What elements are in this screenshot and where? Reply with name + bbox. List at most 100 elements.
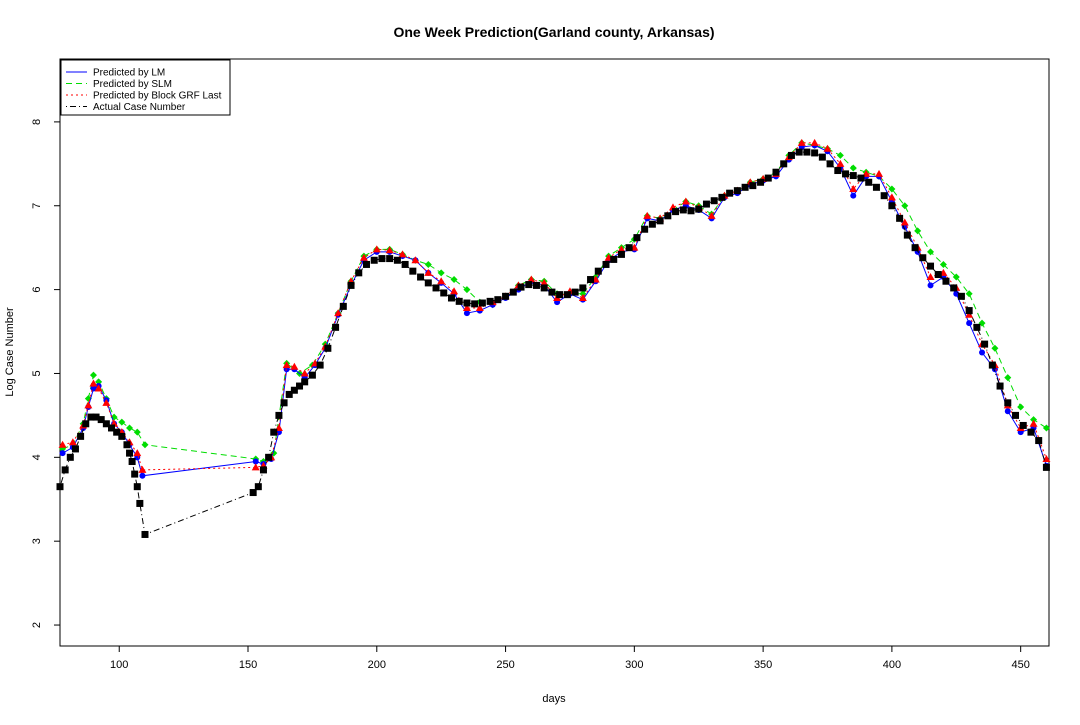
data-point <box>1042 463 1050 471</box>
data-point <box>1004 399 1012 407</box>
data-point <box>903 231 911 239</box>
data-point <box>934 271 942 279</box>
series-group <box>56 138 1051 538</box>
data-point <box>502 292 510 300</box>
legend-item: Predicted by Block GRF Last <box>66 91 222 102</box>
data-point <box>875 169 884 177</box>
data-point <box>424 279 432 287</box>
data-point <box>386 255 394 263</box>
data-point <box>965 307 973 315</box>
x-axis-label: days <box>542 693 566 705</box>
data-point <box>332 323 340 331</box>
data-point <box>339 302 347 310</box>
data-point <box>849 164 857 172</box>
data-point <box>540 284 548 292</box>
data-point <box>888 202 896 210</box>
plot-frame <box>59 58 1050 647</box>
data-point <box>411 256 420 264</box>
data-point <box>996 382 1004 390</box>
data-point <box>378 255 386 263</box>
data-point <box>87 413 95 421</box>
data-point <box>113 428 121 436</box>
data-point <box>61 466 69 474</box>
data-point <box>133 449 142 457</box>
legend-label: Actual Case Number <box>93 102 186 113</box>
data-point <box>687 207 695 215</box>
data-point <box>259 466 267 474</box>
data-point <box>296 382 304 390</box>
series-line <box>62 142 1047 471</box>
data-point <box>136 499 144 507</box>
data-point <box>880 192 888 200</box>
data-point <box>842 170 850 178</box>
series-line <box>62 144 1047 477</box>
data-point <box>764 174 772 182</box>
data-point <box>726 189 734 197</box>
data-point <box>316 361 324 369</box>
data-point <box>417 273 425 281</box>
data-point <box>710 197 718 205</box>
data-point <box>347 281 355 289</box>
data-point <box>563 291 571 299</box>
data-point <box>850 192 857 199</box>
data-point <box>509 288 517 296</box>
data-point <box>362 260 370 268</box>
legend-item: Predicted by SLM <box>66 79 172 90</box>
data-point <box>56 483 64 491</box>
data-point <box>571 288 579 296</box>
data-point <box>772 168 780 176</box>
data-point <box>66 453 74 461</box>
data-point <box>108 424 116 432</box>
data-point <box>301 378 309 386</box>
data-point <box>919 254 927 262</box>
data-point <box>896 214 904 222</box>
data-point <box>102 398 111 406</box>
data-point <box>385 246 394 254</box>
data-point <box>355 269 363 277</box>
data-point <box>84 401 93 409</box>
x-tick-label: 450 <box>1011 659 1029 671</box>
data-point <box>280 399 288 407</box>
data-point <box>1019 421 1027 429</box>
data-point <box>471 300 479 308</box>
data-point <box>952 273 960 281</box>
data-point <box>797 138 806 146</box>
data-point <box>836 151 844 159</box>
data-point <box>656 217 664 225</box>
data-point <box>927 248 935 256</box>
data-point <box>58 440 67 448</box>
data-point <box>1004 408 1011 415</box>
data-point <box>463 299 471 307</box>
data-point <box>525 281 533 289</box>
data-point <box>836 159 845 167</box>
data-point <box>478 299 486 307</box>
data-point <box>988 361 996 369</box>
data-point <box>398 250 407 258</box>
data-point <box>138 465 147 473</box>
data-point <box>300 369 309 377</box>
data-point <box>97 416 105 424</box>
data-point <box>865 178 873 186</box>
data-point <box>795 148 803 156</box>
data-point <box>275 411 283 419</box>
data-point <box>494 296 502 304</box>
data-point <box>578 293 587 301</box>
data-point <box>872 183 880 191</box>
data-point <box>973 323 981 331</box>
data-point <box>617 245 626 253</box>
data-point <box>1017 403 1025 411</box>
data-point <box>610 255 618 263</box>
data-point <box>486 297 494 305</box>
data-point <box>966 320 973 327</box>
legend-label: Predicted by LM <box>93 68 165 79</box>
data-point <box>270 428 278 436</box>
data-point <box>540 278 549 286</box>
chart-title: One Week Prediction(Garland county, Arka… <box>393 24 714 40</box>
data-point <box>118 432 126 440</box>
y-tick-label: 5 <box>31 370 43 376</box>
y-tick-label: 8 <box>31 119 43 125</box>
data-point <box>927 262 935 270</box>
series-0 <box>59 142 1050 479</box>
data-point <box>437 277 446 285</box>
